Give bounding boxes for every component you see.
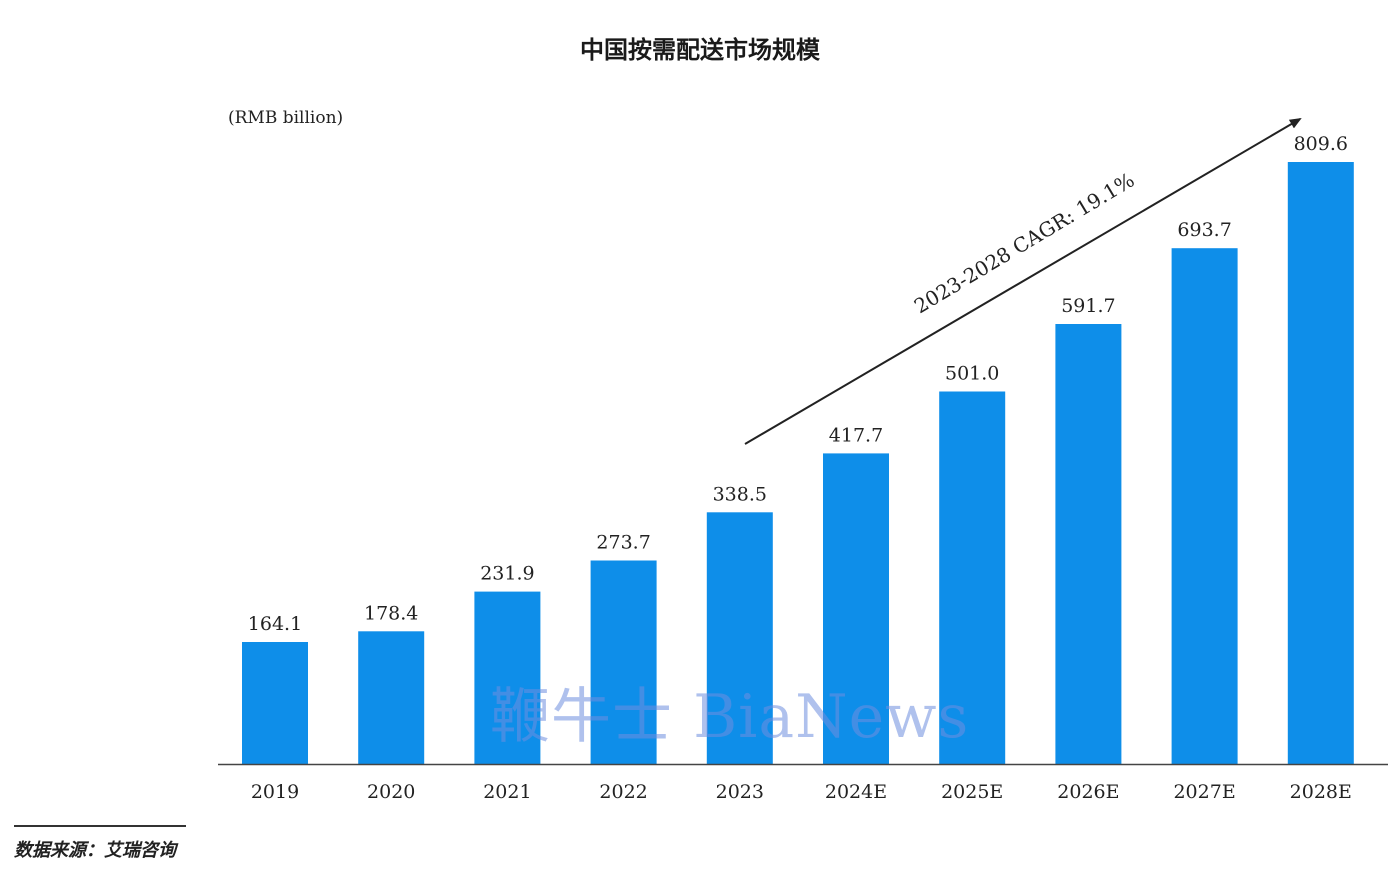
bar-2026E (1055, 324, 1122, 764)
x-tick-2028E: 2028E (1290, 781, 1352, 803)
bar-2019 (242, 642, 308, 764)
data-label-2028E: 809.6 (1294, 133, 1348, 155)
bar-2027E (1171, 248, 1238, 764)
source-divider (14, 825, 186, 827)
bar-2021 (474, 591, 541, 764)
data-label-2024E: 417.7 (829, 424, 883, 446)
bar-2024E (823, 453, 889, 764)
data-label-2026E: 591.7 (1061, 295, 1115, 317)
source-note: 数据来源：艾瑞咨询 (14, 840, 176, 861)
data-label-2021: 231.9 (480, 563, 534, 585)
bar-2023 (706, 512, 773, 764)
unit-label: (RMB billion) (228, 108, 344, 128)
x-tick-2024E: 2024E (825, 781, 887, 803)
data-label-2019: 164.1 (248, 613, 302, 635)
x-tick-2021: 2021 (483, 781, 531, 803)
x-tick-2025E: 2025E (941, 781, 1003, 803)
cagr-arrow (744, 117, 1302, 445)
x-tick-2023: 2023 (716, 781, 764, 803)
x-tick-2019: 2019 (251, 781, 299, 803)
bar-2022 (590, 560, 657, 764)
x-tick-2022: 2022 (599, 781, 647, 803)
data-label-2023: 338.5 (713, 483, 767, 505)
data-label-2022: 273.7 (596, 532, 650, 554)
x-tick-2026E: 2026E (1057, 781, 1119, 803)
x-tick-2027E: 2027E (1173, 781, 1235, 803)
bar-2020 (358, 631, 425, 764)
watermark: 鞭牛士 BiaNews (490, 682, 970, 752)
bar-2028E (1287, 162, 1354, 764)
bar-2025E (939, 391, 1006, 764)
x-tick-2020: 2020 (367, 781, 415, 803)
data-label-2025E: 501.0 (945, 363, 999, 385)
data-label-2020: 178.4 (364, 602, 418, 624)
data-label-2027E: 693.7 (1177, 219, 1231, 241)
chart-title: 中国按需配送市场规模 (580, 36, 820, 64)
